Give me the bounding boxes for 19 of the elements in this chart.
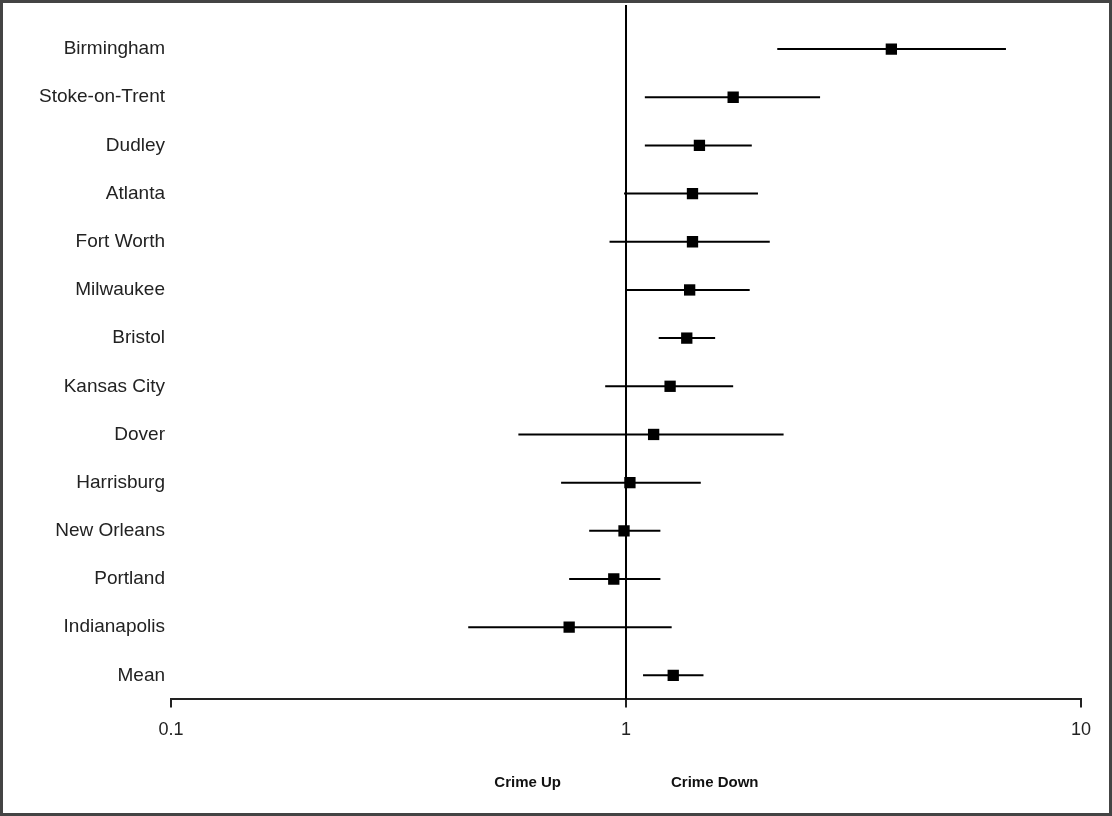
y-tick-label: Portland xyxy=(94,567,166,589)
y-tick-label: Harrisburg xyxy=(76,470,166,492)
x-tick-label: 1 xyxy=(621,719,632,740)
x-tick-label: 0.1 xyxy=(158,719,184,740)
y-tick-label: Atlanta xyxy=(105,181,166,203)
y-tick-label: Dudley xyxy=(105,133,166,155)
y-tick-label: Birmingham xyxy=(63,37,166,59)
text: Crime Up xyxy=(494,773,562,791)
y-tick-label: Mean xyxy=(117,663,166,685)
x-tick-label: 10 xyxy=(1070,719,1092,740)
y-tick-label: Dover xyxy=(114,422,166,444)
y-tick-label: Bristol xyxy=(112,326,166,348)
y-tick-label: Fort Worth xyxy=(75,230,166,252)
text: Crime Down xyxy=(671,773,759,791)
y-tick-label: Indianapolis xyxy=(63,615,166,637)
y-tick-label: Kansas City xyxy=(63,374,166,396)
y-tick-label: Stoke-on-Trent xyxy=(39,85,166,107)
y-tick-label: Milwaukee xyxy=(75,278,166,300)
y-tick-label: New Orleans xyxy=(55,519,166,541)
